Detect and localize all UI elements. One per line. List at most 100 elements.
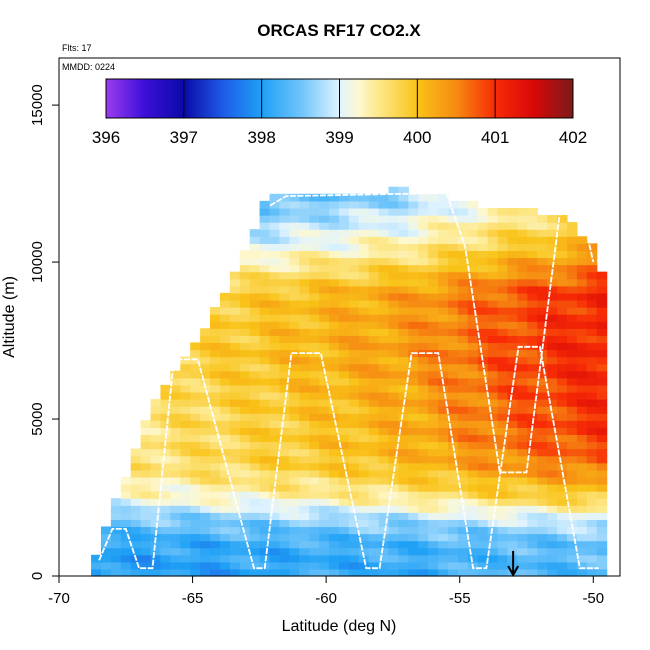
heatmap-cell — [368, 427, 380, 436]
heatmap-cell — [497, 519, 509, 528]
heatmap-cell — [130, 476, 142, 485]
heatmap-cell — [448, 540, 459, 549]
heatmap-cell — [229, 413, 241, 421]
heatmap-cell — [448, 307, 459, 315]
heatmap-cell — [527, 307, 538, 315]
heatmap-cell — [319, 299, 330, 308]
heatmap-cell — [438, 264, 449, 273]
heatmap-cell — [586, 243, 598, 252]
heatmap-cell — [150, 420, 162, 428]
heatmap-cell — [408, 505, 419, 513]
heatmap-cell — [527, 314, 538, 322]
heatmap-cell — [229, 321, 241, 329]
heatmap-cell — [527, 349, 538, 358]
heatmap-cell — [299, 427, 310, 436]
heatmap-cell — [319, 222, 330, 230]
heatmap-cell — [140, 441, 152, 450]
heatmap-cell — [566, 420, 578, 428]
heatmap-cell — [259, 349, 271, 358]
heatmap-cell — [487, 299, 499, 308]
heatmap-cell — [229, 399, 241, 407]
heatmap-cell — [477, 498, 489, 506]
heatmap-cell — [547, 384, 558, 393]
heatmap-cell — [358, 455, 370, 464]
heatmap-cell — [537, 469, 548, 478]
heatmap-cell — [596, 462, 608, 471]
heatmap-cell — [210, 384, 221, 393]
heatmap-cell — [329, 406, 340, 414]
heatmap-cell — [497, 476, 509, 485]
heatmap-cell — [319, 519, 330, 528]
heatmap-cell — [557, 264, 568, 273]
heatmap-cell — [507, 236, 519, 244]
heatmap-cell — [269, 455, 281, 464]
heatmap-cell — [338, 384, 350, 393]
heatmap-cell — [140, 505, 152, 513]
heatmap-cell — [586, 406, 598, 414]
heatmap-cell — [100, 568, 112, 577]
heatmap-cell — [418, 519, 429, 528]
heatmap-cell — [418, 406, 429, 414]
heatmap-cell — [448, 434, 459, 443]
heatmap-cell — [557, 498, 568, 506]
heatmap-cell — [299, 469, 310, 478]
heatmap-cell — [170, 540, 181, 549]
heatmap-cell — [537, 441, 548, 450]
heatmap-cell — [249, 243, 261, 252]
heatmap-cell — [309, 278, 320, 287]
heatmap-cell — [428, 540, 439, 549]
heatmap-cell — [497, 349, 509, 358]
heatmap-cell — [557, 526, 568, 535]
heatmap-cell — [180, 406, 191, 414]
heatmap-cell — [557, 476, 568, 485]
heatmap-cell — [566, 540, 578, 549]
heatmap-cell — [418, 299, 429, 308]
heatmap-cell — [368, 292, 380, 301]
heatmap-cell — [239, 462, 251, 471]
heatmap-cell — [329, 236, 340, 244]
heatmap-cell — [438, 215, 449, 223]
heatmap-cell — [457, 561, 469, 570]
heatmap-cell — [487, 335, 499, 344]
heatmap-cell — [239, 455, 251, 464]
heatmap-cell — [596, 483, 608, 492]
heatmap-cell — [269, 533, 281, 542]
heatmap-cell — [467, 342, 479, 351]
heatmap-cell — [219, 519, 231, 528]
heatmap-cell — [497, 483, 509, 492]
heatmap-cell — [487, 257, 499, 266]
heatmap-cell — [557, 243, 568, 252]
heatmap-cell — [249, 391, 261, 400]
heatmap-cell — [309, 363, 320, 372]
heatmap-cell — [487, 384, 499, 393]
heatmap-cell — [210, 448, 221, 457]
heatmap-cell — [219, 420, 231, 428]
heatmap-cell — [249, 342, 261, 351]
y-axis-label: Altitude (m) — [1, 276, 18, 358]
y-tick-label: 5000 — [29, 402, 46, 435]
heatmap-cell — [279, 236, 290, 244]
heatmap-cell — [269, 505, 281, 513]
heatmap-cell — [219, 314, 231, 322]
heatmap-cell — [428, 285, 439, 294]
heatmap-field — [91, 186, 608, 577]
heatmap-cell — [537, 229, 548, 237]
heatmap-cell — [249, 420, 261, 428]
heatmap-cell — [299, 491, 310, 499]
heatmap-cell — [319, 370, 330, 379]
heatmap-cell — [438, 200, 449, 209]
heatmap-cell — [140, 462, 152, 471]
x-axis-label: Latitude (deg N) — [282, 618, 397, 635]
heatmap-cell — [487, 278, 499, 287]
heatmap-cell — [438, 434, 449, 443]
heatmap-cell — [200, 469, 211, 478]
heatmap-cell — [448, 547, 459, 556]
heatmap-cell — [239, 547, 251, 556]
heatmap-cell — [457, 540, 469, 549]
heatmap-cell — [428, 547, 439, 556]
heatmap-cell — [398, 342, 409, 351]
heatmap-cell — [289, 512, 300, 520]
heatmap-cell — [388, 448, 400, 457]
heatmap-cell — [566, 250, 578, 259]
heatmap-cell — [527, 568, 538, 577]
